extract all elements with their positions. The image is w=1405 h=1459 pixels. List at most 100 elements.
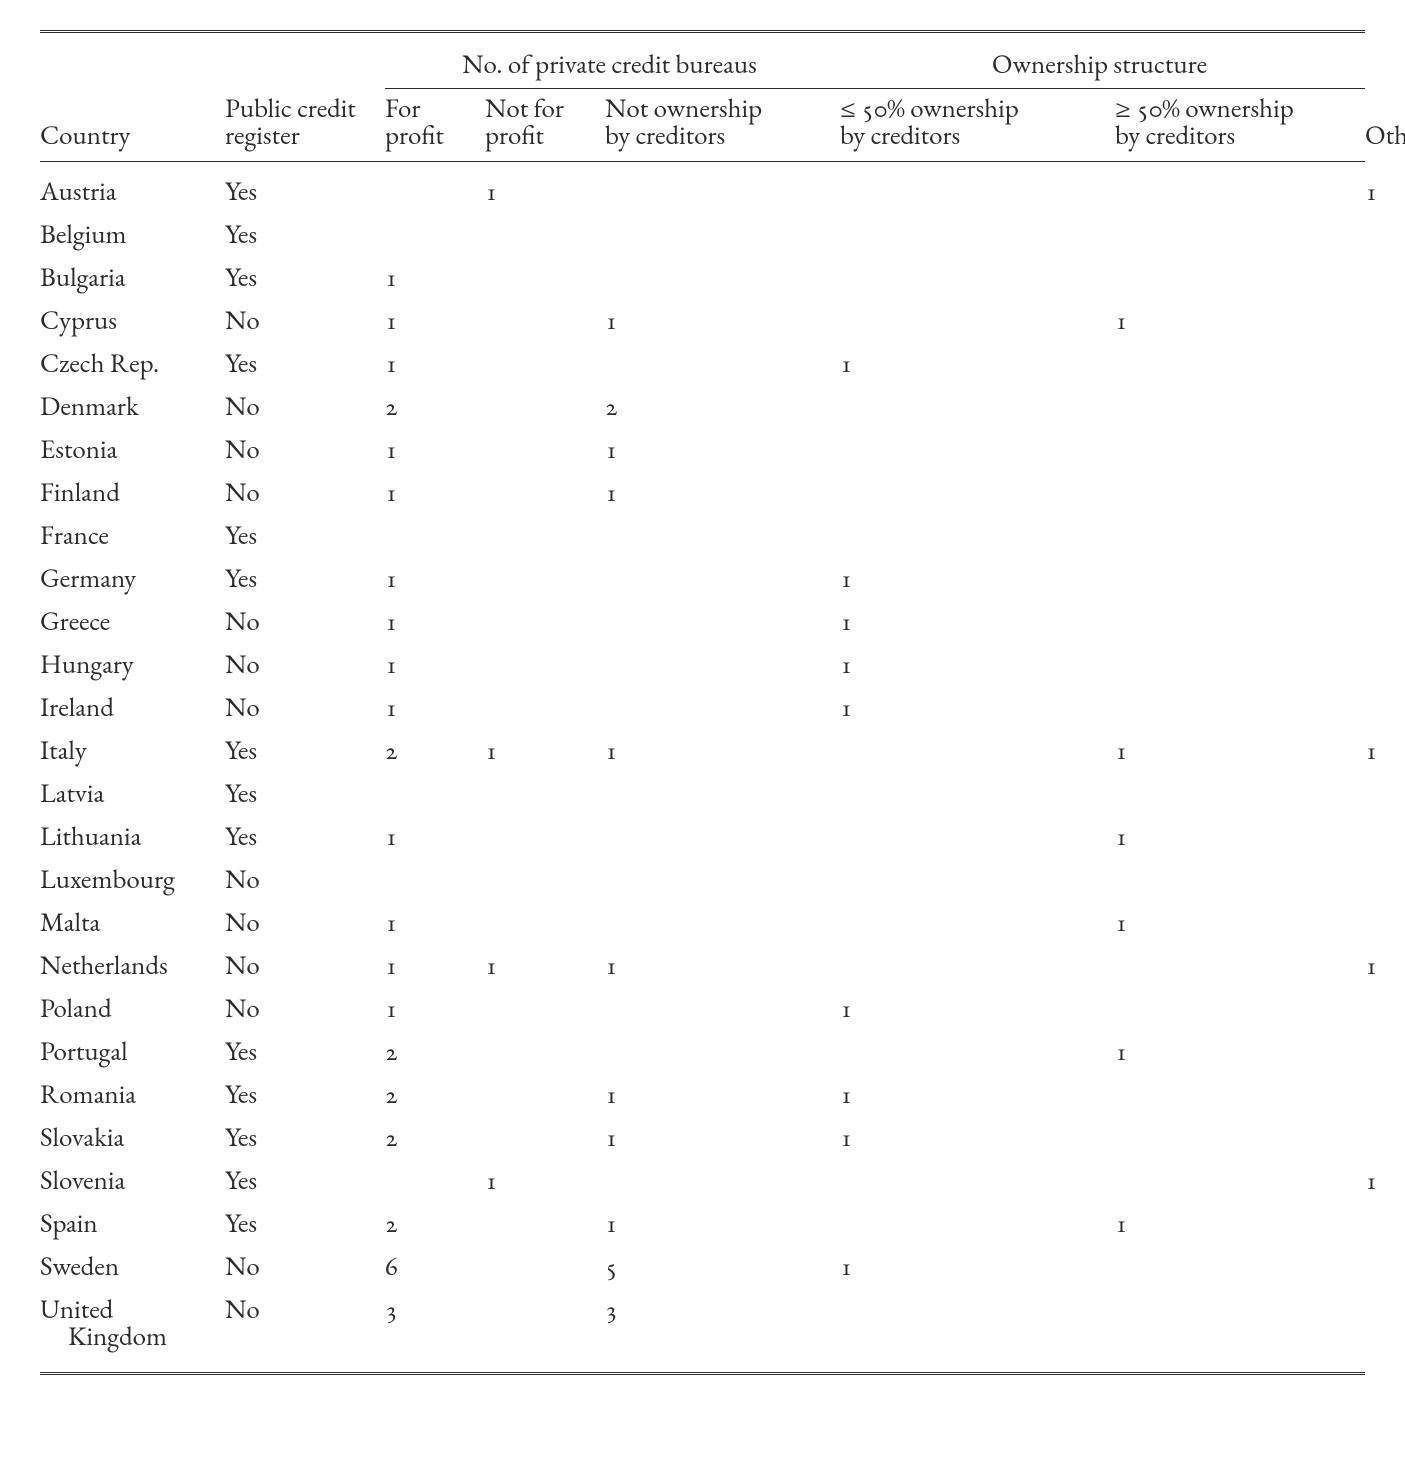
cell-country-text: Romania: [40, 1077, 136, 1112]
table-row: LatviaYes: [40, 772, 1365, 815]
cell-country: Denmark: [40, 385, 225, 428]
cell-le50: [840, 1030, 1115, 1073]
cell-le50-value: 1: [840, 1077, 853, 1112]
cell-country-text: Luxembourg: [40, 862, 175, 897]
col-for-profit: For profit: [385, 95, 485, 162]
col-public-credit-register: Public credit register: [225, 95, 385, 162]
cell-ge50: [1115, 428, 1365, 471]
cell-ge50: [1115, 944, 1365, 987]
cell-le50: [840, 256, 1115, 299]
cell-country-text: France: [40, 518, 109, 553]
cell-for-profit: 1: [385, 256, 485, 299]
cell-ge50: [1115, 858, 1365, 901]
table-row: DenmarkNo22: [40, 385, 1365, 428]
cell-le50-value: 1: [840, 1120, 853, 1155]
cell-public-credit-register: No: [225, 987, 385, 1030]
cell-country: Sweden: [40, 1245, 225, 1288]
cell-country: Ireland: [40, 686, 225, 729]
cell-not-for-profit: [485, 1073, 605, 1116]
cell-not-ownership: [605, 815, 840, 858]
cell-le50: [840, 385, 1115, 428]
cell-public-credit-register: No: [225, 299, 385, 342]
cell-for-profit-value: 1: [385, 991, 398, 1026]
cell-country-text: Finland: [40, 475, 120, 510]
cell-public-credit-register-value: Yes: [225, 733, 257, 768]
cell-le50: [840, 1202, 1115, 1245]
cell-not-ownership: [605, 643, 840, 686]
cell-not-for-profit: [485, 1116, 605, 1159]
cell-not-for-profit: [485, 557, 605, 600]
cell-ge50-value: 1: [1115, 1034, 1128, 1069]
cell-not-ownership: 1: [605, 428, 840, 471]
cell-not-for-profit: 1: [485, 729, 605, 772]
cell-country: Belgium: [40, 213, 225, 256]
cell-public-credit-register-value: Yes: [225, 1120, 257, 1155]
cell-ge50: [1115, 514, 1365, 557]
cell-country-text: Belgium: [40, 217, 126, 252]
col-noc-l2: by creditors: [605, 122, 834, 149]
cell-public-credit-register-value: No: [225, 432, 260, 467]
cell-not-for-profit: 1: [485, 162, 605, 213]
col-not-ownership-by-creditors: Not ownership by creditors: [605, 95, 840, 162]
cell-ge50: [1115, 213, 1365, 256]
cell-for-profit: 1: [385, 299, 485, 342]
cell-for-profit: [385, 772, 485, 815]
cell-for-profit: 1: [385, 944, 485, 987]
cell-public-credit-register-value: No: [225, 389, 260, 424]
table-row: BelgiumYes: [40, 213, 1365, 256]
table-row: SlovakiaYes211: [40, 1116, 1365, 1159]
cell-country: Malta: [40, 901, 225, 944]
cell-le50: [840, 299, 1115, 342]
cell-country-text: Italy: [40, 733, 87, 768]
cell-ge50: [1115, 686, 1365, 729]
table-row: ItalyYes21111: [40, 729, 1365, 772]
cell-for-profit: 2: [385, 1116, 485, 1159]
cell-public-credit-register-value: Yes: [225, 260, 257, 295]
cell-public-credit-register: Yes: [225, 514, 385, 557]
cell-country: Czech Rep.: [40, 342, 225, 385]
cell-country: Greece: [40, 600, 225, 643]
cell-for-profit: [385, 1159, 485, 1202]
cell-public-credit-register: No: [225, 1245, 385, 1288]
cell-public-credit-register-value: No: [225, 948, 260, 983]
cell-for-profit-value: 1: [385, 690, 398, 725]
cell-for-profit-value: 2: [385, 1120, 398, 1155]
cell-public-credit-register: No: [225, 901, 385, 944]
cell-other-value: 1: [1365, 1163, 1378, 1198]
cell-le50: [840, 858, 1115, 901]
cell-not-ownership: [605, 162, 840, 213]
cell-le50: 1: [840, 1073, 1115, 1116]
cell-for-profit: 1: [385, 342, 485, 385]
cell-country: Poland: [40, 987, 225, 1030]
cell-for-profit-value: 1: [385, 819, 398, 854]
cell-not-ownership: [605, 557, 840, 600]
cell-le50: 1: [840, 1116, 1115, 1159]
cell-country-text: Latvia: [40, 776, 104, 811]
cell-not-ownership-value: 3: [605, 1292, 618, 1327]
header-group-bureaus-label: No. of private credit bureaus: [462, 51, 757, 78]
cell-country: Netherlands: [40, 944, 225, 987]
cell-for-profit: 1: [385, 686, 485, 729]
cell-le50: 1: [840, 557, 1115, 600]
cell-public-credit-register: No: [225, 686, 385, 729]
cell-for-profit: [385, 858, 485, 901]
cell-not-for-profit-value: 1: [485, 733, 498, 768]
table-row: NetherlandsNo1111: [40, 944, 1365, 987]
cell-le50: [840, 944, 1115, 987]
page: No. of private credit bureaus Ownership …: [0, 0, 1405, 1435]
cell-not-for-profit: [485, 299, 605, 342]
table-row: LithuaniaYes11: [40, 815, 1365, 858]
cell-ge50: 1: [1115, 1030, 1365, 1073]
cell-ge50: [1115, 1116, 1365, 1159]
table-row: AustriaYes11: [40, 162, 1365, 213]
cell-ge50: 1: [1115, 299, 1365, 342]
cell-ge50: 1: [1115, 901, 1365, 944]
cell-le50: [840, 162, 1115, 213]
cell-public-credit-register-value: No: [225, 647, 260, 682]
cell-for-profit-value: 1: [385, 905, 398, 940]
table-row: Czech Rep.Yes11: [40, 342, 1365, 385]
cell-not-ownership-value: 2: [605, 389, 618, 424]
cell-for-profit: 1: [385, 471, 485, 514]
cell-for-profit-value: 2: [385, 733, 398, 768]
cell-public-credit-register: Yes: [225, 162, 385, 213]
